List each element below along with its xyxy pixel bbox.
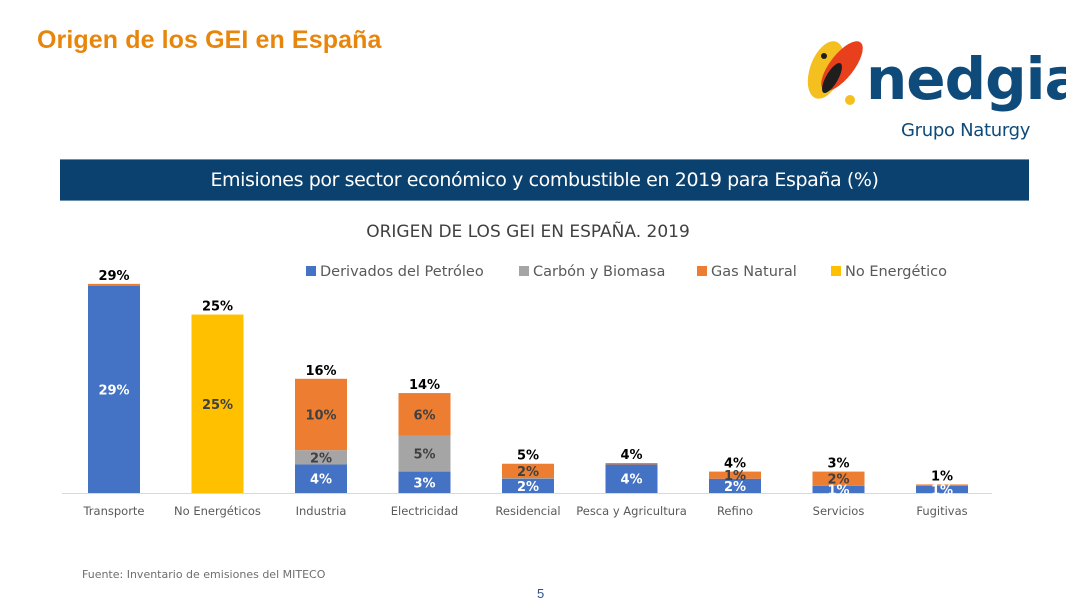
logo-yellow-dot (845, 95, 855, 105)
segment-label: 2% (724, 480, 746, 495)
bar-segment (916, 485, 968, 493)
slide-title: Origen de los GEI en España (37, 26, 382, 54)
category-label: Refino (717, 504, 753, 518)
bar-segment (605, 463, 658, 465)
chart-legend: Derivados del Petróleo Carbón y Biomasa Ga… (306, 264, 947, 280)
segment-label: 25% (202, 398, 233, 413)
legend-swatch (519, 266, 529, 276)
banner-text: Emisiones por sector económico y combust… (210, 169, 879, 191)
page-number: 5 (537, 586, 545, 601)
bar-segment (709, 471, 761, 479)
total-label: 4% (620, 448, 642, 463)
legend-swatch (697, 266, 707, 276)
total-label: 4% (724, 457, 746, 472)
chart-title: ORIGEN DE LOS GEI EN ESPAÑA. 2019 (366, 220, 690, 242)
bar-segment (398, 393, 451, 436)
bar-segment (295, 378, 347, 451)
total-label: 25% (202, 300, 233, 315)
category-label: Residencial (495, 504, 560, 518)
legend-swatch (306, 266, 316, 276)
segment-label: 1% (931, 483, 953, 498)
category-label: Electricidad (391, 504, 458, 518)
bar-segment (398, 471, 451, 493)
segment-label: 4% (620, 473, 642, 488)
bar-segment (295, 450, 347, 465)
segment-label: 2% (310, 451, 332, 466)
bar-segment (398, 435, 451, 472)
bar-segment (605, 464, 658, 493)
segment-label: 1% (827, 483, 849, 498)
category-label: Fugitivas (916, 504, 967, 518)
category-label: Transporte (82, 504, 144, 518)
legend-label: No Energético (845, 264, 947, 280)
bar-segment (502, 478, 554, 480)
logo-brand-text: nedgia (866, 45, 1066, 113)
bar-segment (812, 471, 865, 486)
total-label: 5% (517, 449, 539, 464)
segment-label: 2% (517, 465, 539, 480)
bar-segment (88, 283, 140, 286)
segment-label: 2% (827, 473, 849, 488)
bar-segment (191, 314, 244, 493)
bar-segment (88, 286, 140, 493)
logo-dot (821, 53, 827, 59)
bar-segment (812, 485, 865, 493)
labels-group: 29% 29% Transporte 25% 25% No Energéticos 4% 2%… (82, 269, 967, 518)
logo-dark-shape (822, 62, 842, 94)
legend-swatch (831, 266, 841, 276)
bar-segment (295, 464, 347, 493)
total-label: 3% (827, 457, 849, 472)
legend-label: Gas Natural (711, 264, 797, 280)
total-label: 14% (409, 378, 440, 393)
source-footnote: Fuente: Inventario de emisiones del MITE… (82, 568, 326, 581)
total-label: 16% (305, 364, 336, 379)
category-label: Pesca y Agricultura (576, 504, 687, 518)
company-logo: nedgia Grupo Naturgy (804, 36, 1066, 146)
total-label: 29% (98, 269, 129, 284)
category-label: Servicios (813, 504, 865, 518)
segment-label: 4% (310, 473, 332, 488)
logo-subtitle: Grupo Naturgy (901, 120, 1031, 141)
bar-segment (916, 484, 968, 486)
bars-group (88, 283, 968, 493)
legend-label: Derivados del Petróleo (320, 264, 484, 280)
total-label: 1% (931, 469, 953, 484)
bar-segment (502, 463, 554, 479)
segment-label: 1% (724, 469, 746, 484)
category-label: Industria (296, 504, 347, 518)
logo-mark-icon (807, 41, 863, 105)
bar-segment (502, 478, 554, 493)
section-banner: Emisiones por sector económico y combust… (60, 159, 1029, 201)
segment-label: 3% (413, 476, 435, 491)
segment-label: 29% (98, 384, 129, 399)
bar-segment (709, 478, 761, 493)
legend-label: Carbón y Biomasa (533, 264, 665, 280)
category-label: No Energéticos (174, 504, 261, 518)
segment-label: 2% (517, 480, 539, 495)
segment-label: 10% (305, 408, 336, 423)
segment-label: 6% (413, 408, 435, 423)
segment-label: 5% (413, 448, 435, 463)
